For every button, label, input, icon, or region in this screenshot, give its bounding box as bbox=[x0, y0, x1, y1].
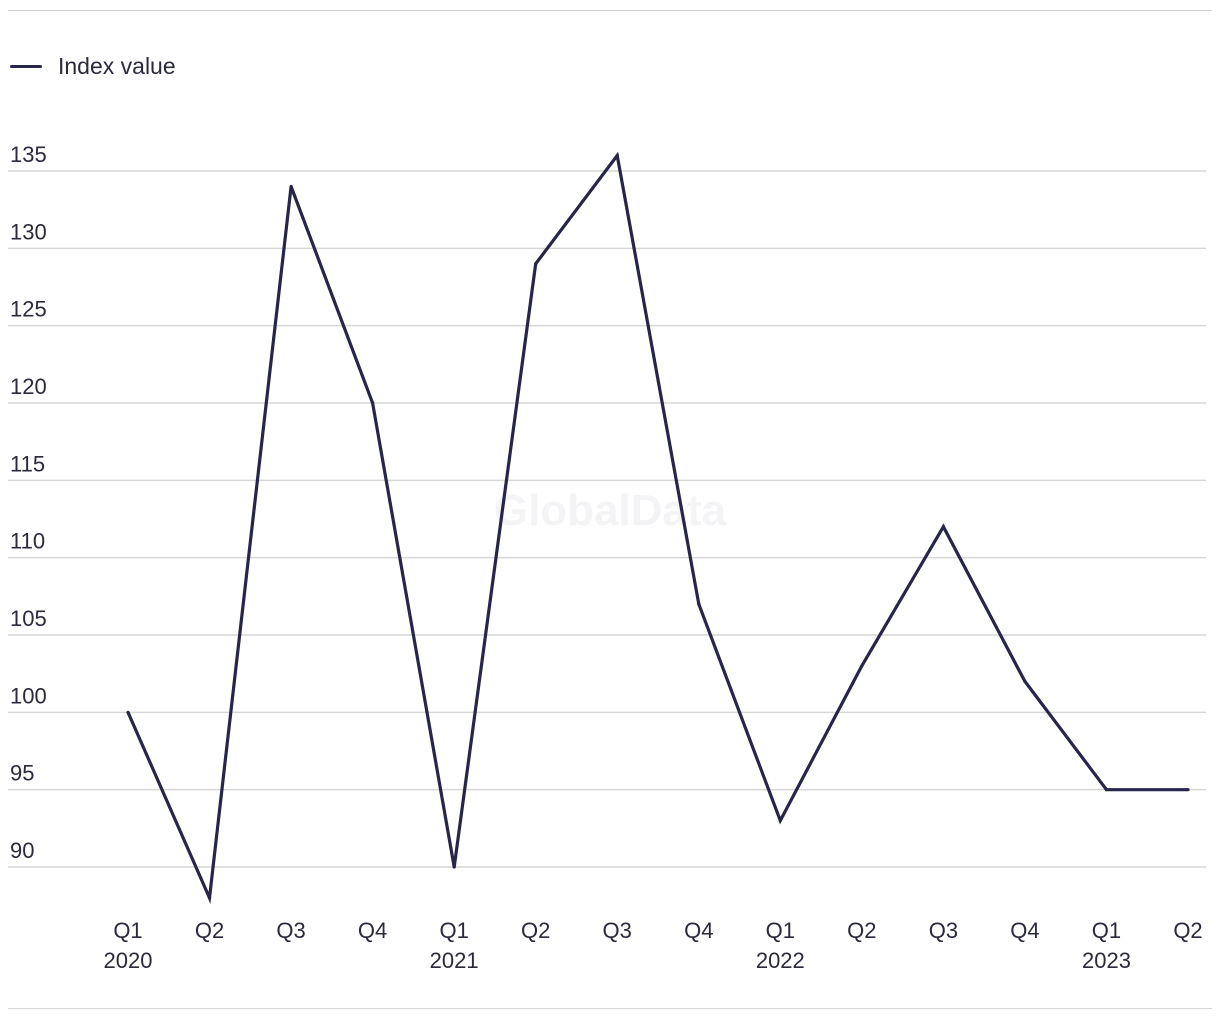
y-tick-label: 110 bbox=[10, 529, 45, 554]
data-point bbox=[1023, 679, 1027, 684]
x-tick-label: Q2 bbox=[521, 918, 550, 943]
data-point bbox=[207, 896, 212, 900]
x-tick-label: Q4 bbox=[684, 918, 713, 943]
x-tick-label: Q1 bbox=[1092, 918, 1121, 943]
watermark: GlobalData bbox=[493, 486, 727, 535]
y-tick-label: 90 bbox=[10, 838, 34, 863]
y-tick-label: 100 bbox=[10, 683, 47, 708]
data-point bbox=[1186, 788, 1190, 792]
data-point bbox=[941, 525, 945, 529]
x-tick-label: Q4 bbox=[358, 918, 387, 943]
data-point bbox=[534, 262, 538, 266]
data-point bbox=[860, 664, 864, 668]
x-tick-year-label: 2023 bbox=[1082, 948, 1131, 973]
x-tick-label: Q3 bbox=[276, 918, 305, 943]
data-point bbox=[697, 602, 701, 606]
series-line-index-value bbox=[126, 151, 1188, 904]
y-tick-label: 120 bbox=[10, 374, 47, 399]
x-tick-label: Q1 bbox=[439, 918, 468, 943]
x-tick-label: Q2 bbox=[847, 918, 876, 943]
y-tick-label: 105 bbox=[10, 606, 47, 631]
x-tick-year-label: 2021 bbox=[430, 948, 479, 973]
x-tick-label: Q2 bbox=[195, 918, 224, 943]
data-point bbox=[452, 865, 456, 869]
x-tick-label: Q3 bbox=[603, 918, 632, 943]
y-tick-label: 115 bbox=[10, 451, 45, 476]
x-tick-year-label: 2020 bbox=[104, 948, 153, 973]
x-tick-label: Q3 bbox=[929, 918, 958, 943]
data-point bbox=[371, 401, 375, 405]
data-point bbox=[126, 710, 130, 714]
y-tick-label: 95 bbox=[10, 761, 34, 786]
x-tick-label: Q1 bbox=[113, 918, 142, 943]
legend: Index value bbox=[10, 50, 176, 82]
series-layer bbox=[126, 151, 1190, 904]
y-tick-label: 135 bbox=[10, 142, 47, 167]
top-rule bbox=[8, 10, 1212, 11]
data-point bbox=[615, 153, 619, 158]
x-tick-label: Q2 bbox=[1173, 918, 1202, 943]
x-tick-year-label: 2022 bbox=[756, 948, 805, 973]
data-point bbox=[778, 819, 782, 823]
y-tick-label: 130 bbox=[10, 219, 47, 244]
y-axis-tick-labels: 90 95 100 105 110 115 120 125 130 135 bbox=[10, 142, 47, 863]
legend-label: Index value bbox=[58, 52, 176, 79]
y-tick-label: 125 bbox=[10, 297, 47, 322]
data-point bbox=[289, 184, 293, 189]
x-tick-label: Q1 bbox=[766, 918, 795, 943]
legend-swatch bbox=[10, 64, 42, 68]
x-tick-label: Q4 bbox=[1010, 918, 1039, 943]
x-axis-tick-labels: Q1 2020 Q2 Q3 Q4 Q1 2021 Q2 Q3 Q4 Q1 2022 Q2 Q3 Q4 Q1 20… bbox=[104, 918, 1203, 973]
gridlines bbox=[8, 170, 1206, 868]
bottom-rule bbox=[8, 1008, 1212, 1009]
data-point bbox=[1104, 788, 1109, 792]
